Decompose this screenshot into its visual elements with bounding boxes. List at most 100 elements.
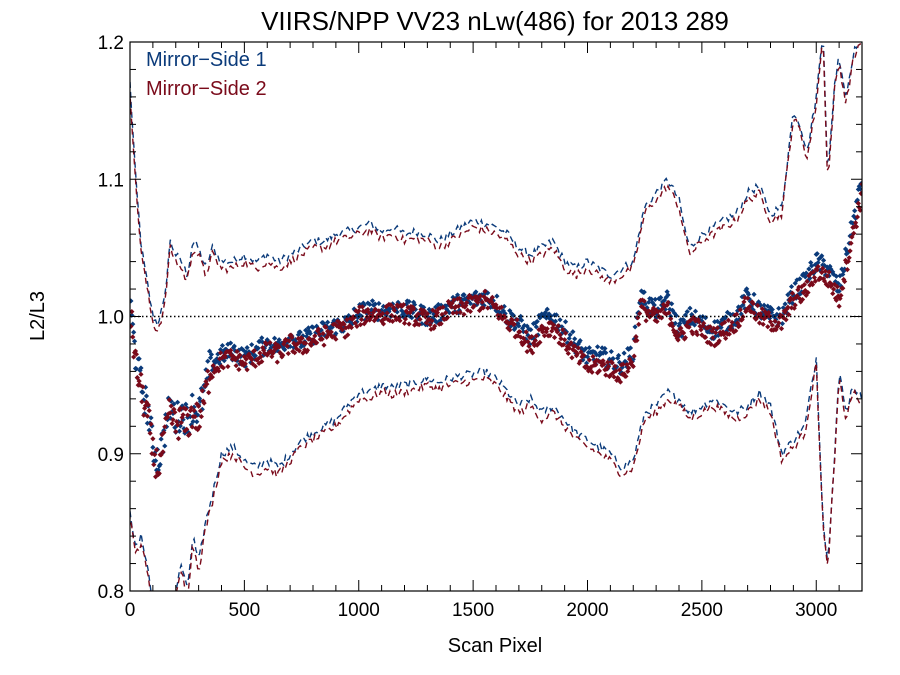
data-point	[596, 368, 602, 374]
data-point	[316, 331, 323, 337]
data-point	[539, 323, 545, 329]
data-point	[646, 308, 652, 314]
data-point	[220, 365, 226, 371]
data-point	[347, 323, 353, 329]
data-point	[206, 390, 212, 396]
data-point	[732, 312, 738, 318]
data-point	[851, 230, 857, 236]
data-point	[714, 318, 721, 325]
y-tick-label: 1.0	[98, 308, 124, 329]
data-point	[407, 313, 413, 319]
x-tick-label: 3000	[795, 600, 837, 621]
data-point	[522, 339, 528, 345]
data-point	[293, 346, 300, 352]
data-point	[499, 316, 506, 322]
legend: Mirror−Side 1 Mirror−Side 2	[146, 49, 267, 100]
data-point	[237, 352, 243, 358]
data-point	[846, 255, 852, 261]
data-point	[311, 337, 317, 343]
data-point	[239, 359, 246, 365]
data-point	[838, 292, 844, 299]
data-point	[806, 272, 812, 279]
data-point	[714, 325, 721, 331]
data-point	[746, 296, 753, 302]
data-point	[624, 361, 630, 368]
data-point	[655, 309, 661, 315]
data-point	[680, 317, 687, 323]
data-point	[702, 334, 709, 340]
data-point	[404, 309, 410, 316]
data-point	[391, 307, 398, 314]
data-point	[563, 347, 570, 353]
data-point	[450, 310, 456, 316]
data-point	[794, 277, 800, 283]
data-point	[788, 283, 795, 290]
data-point	[285, 350, 291, 357]
data-point	[269, 354, 275, 360]
data-point	[789, 290, 796, 296]
data-point	[130, 309, 135, 315]
data-point	[615, 355, 621, 361]
data-point	[662, 306, 668, 312]
data-point	[216, 368, 222, 374]
data-point	[741, 299, 747, 305]
data-point	[139, 399, 145, 405]
data-point	[263, 341, 269, 347]
data-point	[557, 317, 563, 323]
data-point	[583, 345, 589, 352]
data-point	[160, 449, 166, 455]
mirror-side-2-upper-envelope-line	[130, 42, 862, 332]
data-point	[228, 347, 234, 354]
data-point	[842, 278, 848, 285]
mirror-side-1-upper-envelope-line	[130, 42, 859, 328]
data-point	[203, 378, 209, 385]
data-point	[857, 186, 862, 192]
data-point	[819, 269, 825, 276]
data-point	[562, 337, 568, 343]
data-point	[626, 346, 632, 352]
data-point	[556, 340, 562, 346]
data-point	[734, 320, 741, 326]
data-point	[599, 345, 605, 351]
data-point	[336, 319, 343, 326]
data-point	[146, 407, 152, 414]
data-point	[219, 355, 226, 361]
data-point	[518, 313, 524, 319]
data-point	[776, 320, 782, 326]
data-point	[598, 359, 604, 365]
data-point	[236, 366, 242, 373]
data-point	[234, 358, 240, 364]
data-point	[616, 359, 623, 366]
data-point	[543, 315, 549, 321]
data-point	[852, 220, 859, 226]
data-point	[519, 317, 525, 323]
data-point	[806, 266, 812, 272]
data-point	[258, 354, 264, 360]
data-point	[229, 356, 236, 362]
data-point	[296, 348, 302, 354]
data-point	[421, 304, 427, 310]
data-point	[255, 345, 261, 351]
data-point	[707, 324, 713, 330]
data-point	[577, 337, 583, 344]
data-point	[425, 314, 431, 320]
chart-title: VIIRS/NPP VV23 nLw(486) for 2013 289	[261, 6, 729, 36]
data-point	[161, 430, 167, 436]
data-point	[840, 285, 846, 291]
data-point	[440, 304, 446, 310]
data-point	[426, 316, 432, 323]
data-point	[667, 322, 673, 328]
data-point	[145, 402, 151, 408]
x-tick-label: 0	[125, 600, 136, 621]
data-point	[822, 268, 828, 274]
data-point	[176, 428, 183, 434]
data-point	[299, 335, 305, 342]
data-point	[508, 320, 514, 326]
data-point	[782, 301, 788, 307]
data-point	[827, 280, 833, 286]
data-point	[427, 322, 433, 328]
data-point	[855, 200, 861, 206]
data-point	[293, 342, 299, 349]
data-point	[156, 470, 162, 477]
data-point	[730, 311, 736, 318]
